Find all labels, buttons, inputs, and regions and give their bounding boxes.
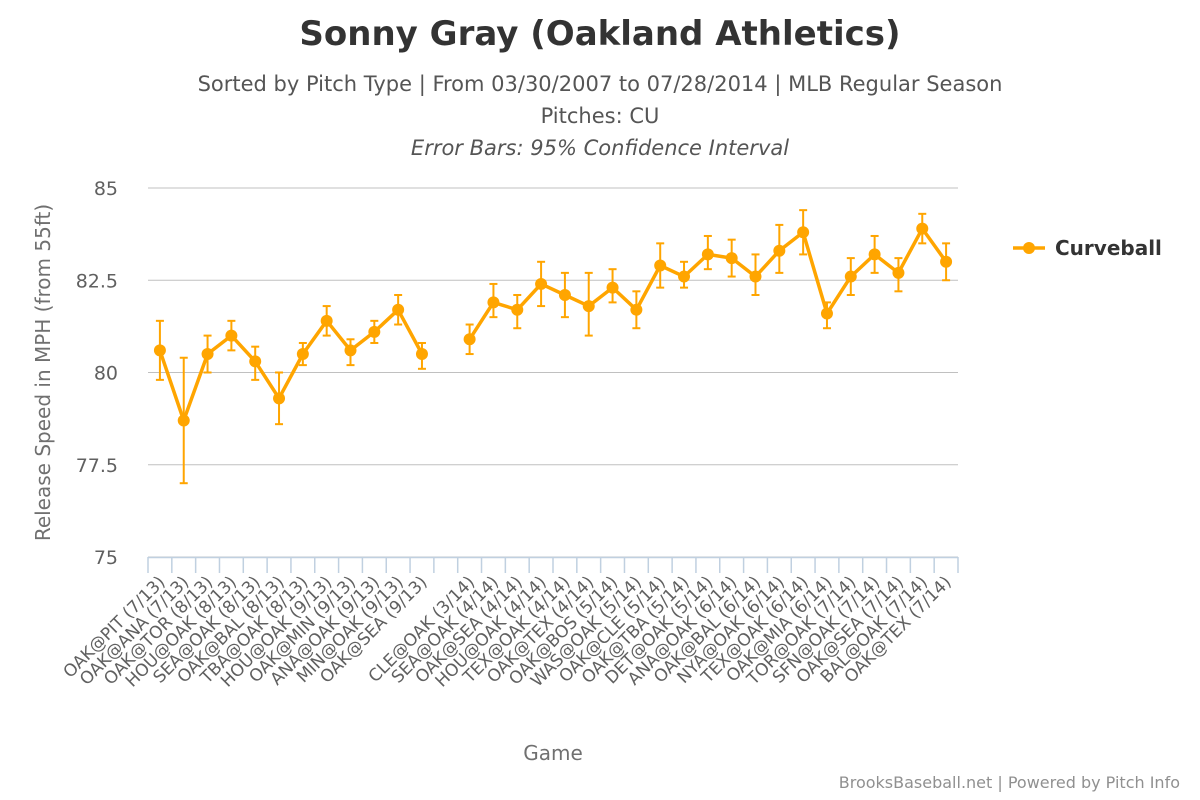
data-point <box>463 333 476 346</box>
y-tick-label: 75 <box>94 547 118 569</box>
x-axis-title: Game <box>523 741 583 765</box>
data-point <box>606 281 619 294</box>
y-tick-label: 80 <box>94 363 118 385</box>
data-point <box>868 248 881 261</box>
data-point <box>844 270 857 283</box>
chart-subtitle-error-bars: Error Bars: 95% Confidence Interval <box>410 136 790 160</box>
data-point <box>892 266 905 279</box>
data-point <box>225 329 238 342</box>
legend-marker <box>1023 242 1035 254</box>
data-point <box>344 344 357 357</box>
legend-label: Curveball <box>1055 236 1162 260</box>
credits[interactable]: BrooksBaseball.net | Powered by Pitch In… <box>838 773 1180 792</box>
data-point <box>153 344 166 357</box>
data-point <box>749 270 762 283</box>
data-point <box>582 300 595 313</box>
data-point <box>773 244 786 257</box>
data-point <box>701 248 714 261</box>
chart-title: Sonny Gray (Oakland Athletics) <box>299 14 901 54</box>
y-axis-title: Release Speed in MPH (from 55ft) <box>31 204 55 541</box>
data-point <box>797 226 810 239</box>
data-point <box>916 222 929 235</box>
y-tick-label: 82.5 <box>76 270 118 292</box>
series-line <box>158 226 948 423</box>
data-point <box>725 252 738 265</box>
data-point <box>296 348 309 361</box>
y-tick-label: 77.5 <box>76 455 118 477</box>
data-point <box>415 348 428 361</box>
data-point <box>368 325 381 338</box>
data-point <box>201 348 214 361</box>
data-point <box>273 392 286 405</box>
data-point <box>654 259 667 272</box>
data-point <box>535 277 548 290</box>
data-point <box>558 289 571 302</box>
data-point <box>320 314 333 327</box>
data-point <box>820 307 833 320</box>
data-point <box>392 303 405 316</box>
data-point <box>487 296 500 309</box>
chart-subtitle: Sorted by Pitch Type | From 03/30/2007 t… <box>197 72 1003 96</box>
data-point <box>249 355 262 368</box>
data-point <box>630 303 643 316</box>
data-point <box>940 255 953 268</box>
chart-subtitle-pitches: Pitches: CU <box>540 104 660 128</box>
y-tick-label: 85 <box>94 178 118 200</box>
data-point <box>511 303 524 316</box>
data-point <box>678 270 691 283</box>
data-point <box>177 414 190 427</box>
